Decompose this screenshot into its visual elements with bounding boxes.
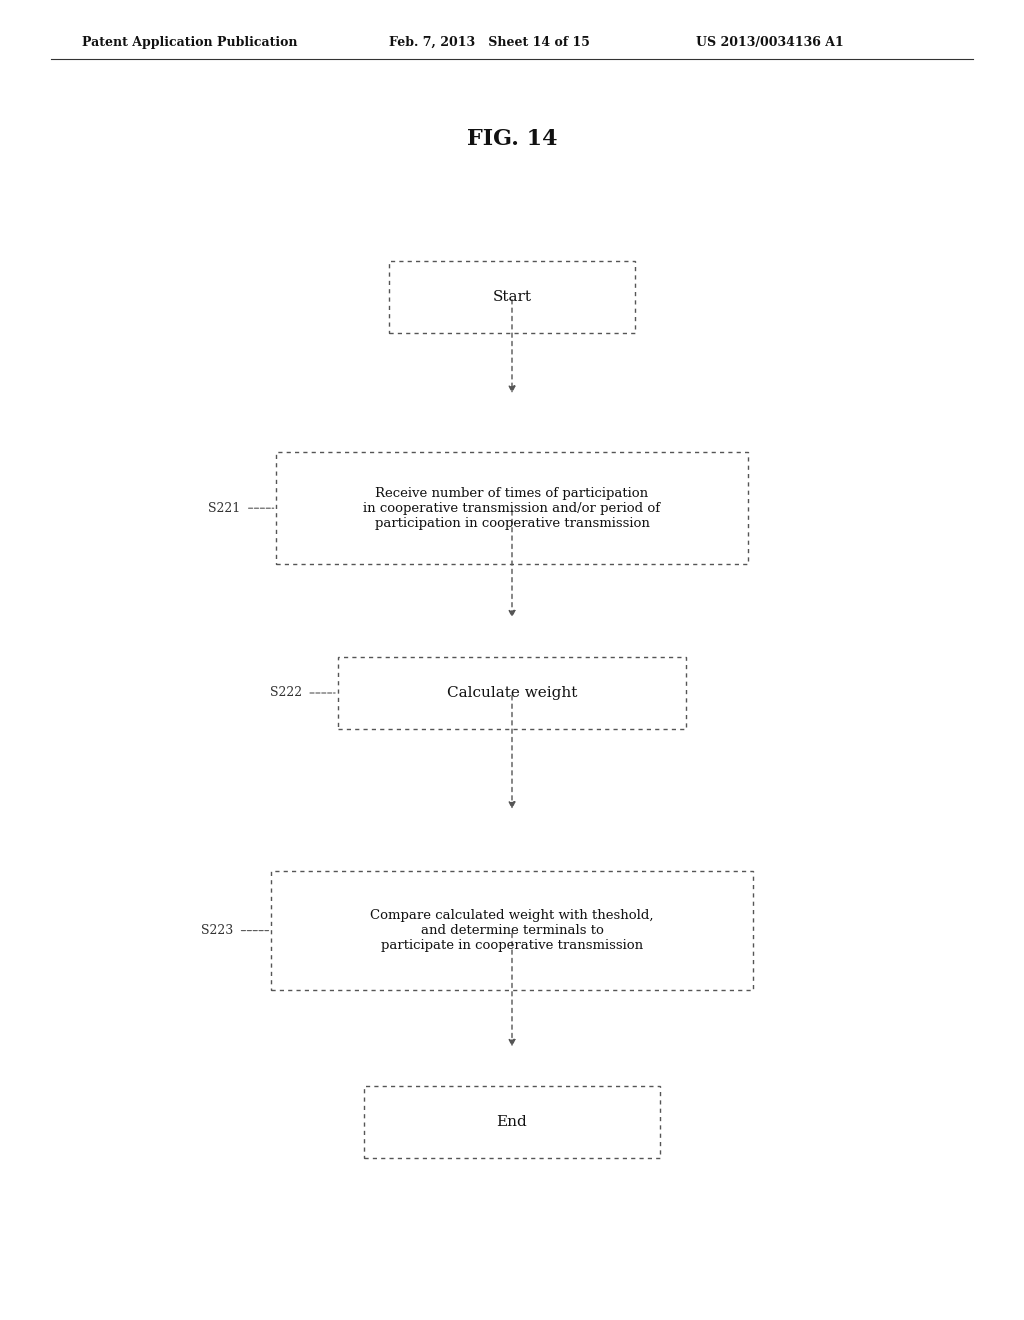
- Text: FIG. 14: FIG. 14: [467, 128, 557, 149]
- FancyBboxPatch shape: [338, 657, 686, 729]
- Text: S223: S223: [202, 924, 233, 937]
- Text: US 2013/0034136 A1: US 2013/0034136 A1: [696, 36, 844, 49]
- Text: Compare calculated weight with theshold,
and determine terminals to
participate : Compare calculated weight with theshold,…: [371, 909, 653, 952]
- Text: End: End: [497, 1115, 527, 1129]
- FancyBboxPatch shape: [271, 871, 753, 990]
- FancyBboxPatch shape: [276, 451, 748, 565]
- Text: Patent Application Publication: Patent Application Publication: [82, 36, 297, 49]
- FancyBboxPatch shape: [389, 260, 635, 333]
- Text: Receive number of times of participation
in cooperative transmission and/or peri: Receive number of times of participation…: [364, 487, 660, 529]
- Text: S222: S222: [270, 686, 302, 700]
- FancyBboxPatch shape: [364, 1085, 660, 1159]
- Text: S221: S221: [209, 502, 241, 515]
- Text: Calculate weight: Calculate weight: [446, 686, 578, 700]
- Text: Start: Start: [493, 290, 531, 304]
- Text: Feb. 7, 2013   Sheet 14 of 15: Feb. 7, 2013 Sheet 14 of 15: [389, 36, 590, 49]
